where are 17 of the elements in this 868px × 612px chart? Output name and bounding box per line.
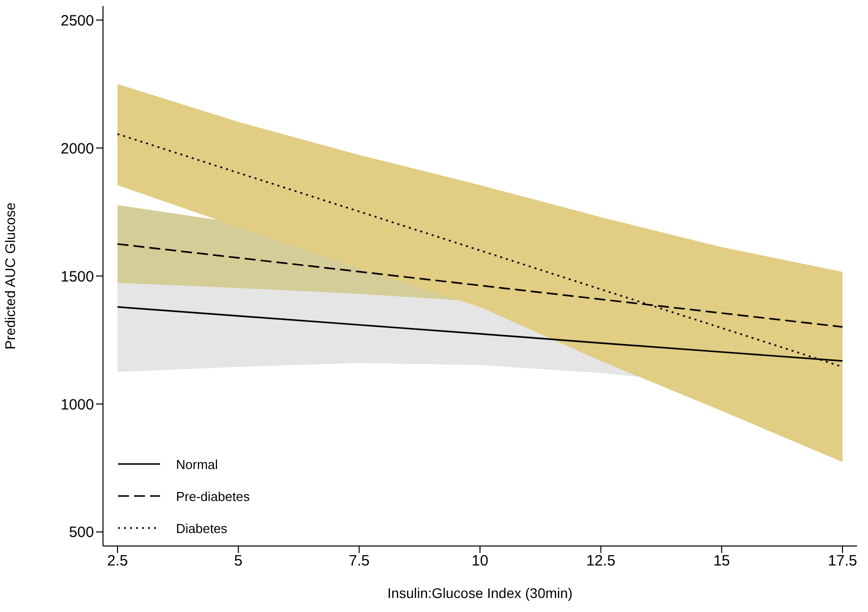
x-tick-label: 7.5 bbox=[348, 552, 370, 570]
y-axis-title: Predicted AUC Glucose bbox=[2, 202, 18, 350]
x-tick-label: 10 bbox=[472, 552, 488, 570]
legend-label: Diabetes bbox=[176, 520, 228, 536]
x-tick-label: 2.5 bbox=[107, 552, 128, 570]
x-tick-label: 5 bbox=[234, 552, 243, 570]
y-tick-label: 1500 bbox=[60, 268, 94, 286]
y-tick-label: 500 bbox=[68, 524, 94, 542]
legend-label: Pre-diabetes bbox=[176, 488, 250, 504]
y-tick-label: 2500 bbox=[60, 12, 94, 30]
x-tick-label: 12.5 bbox=[586, 552, 616, 570]
y-tick-label: 1000 bbox=[60, 396, 94, 414]
x-axis-title: Insulin:Glucose Index (30min) bbox=[387, 585, 573, 601]
y-tick-label: 2000 bbox=[60, 140, 94, 158]
x-tick-label: 15 bbox=[713, 552, 730, 570]
legend-label: Normal bbox=[176, 456, 218, 472]
x-tick-label: 17.5 bbox=[828, 552, 858, 570]
